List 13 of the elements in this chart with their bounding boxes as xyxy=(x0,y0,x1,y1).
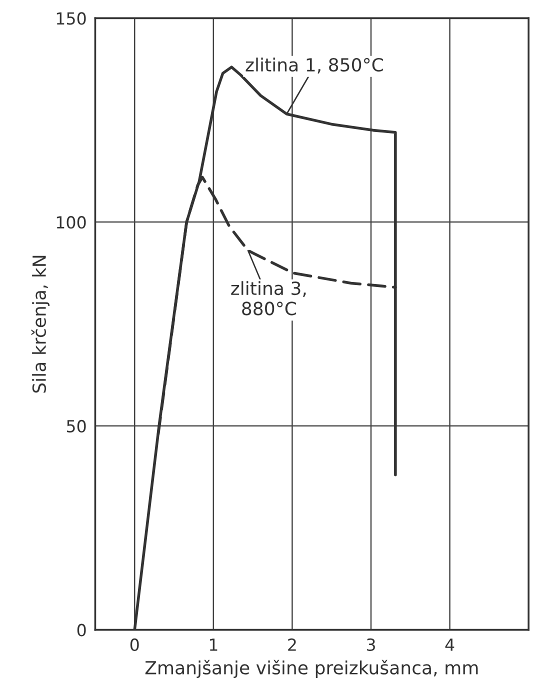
x-tick-label: 3 xyxy=(366,638,375,652)
annotation: zlitina 1, 850°C xyxy=(246,58,383,74)
y-tick-label: 0 xyxy=(77,624,86,636)
y-tick-label: 150 xyxy=(56,12,86,25)
y-tick-label: 50 xyxy=(66,420,86,432)
x-tick-label: 0 xyxy=(130,638,139,652)
y-axis-title: Sila krčenja, kN xyxy=(31,256,50,393)
x-tick-label: 1 xyxy=(210,638,218,651)
x-tick-label: 4 xyxy=(445,638,454,651)
annotation: zlitina 3, 880°C xyxy=(231,281,306,316)
x-axis-title: Zmanjšanje višine preizkušanca, mm xyxy=(145,660,478,678)
x-tick-label: 2 xyxy=(288,638,296,651)
y-tick-label: 100 xyxy=(56,216,86,229)
